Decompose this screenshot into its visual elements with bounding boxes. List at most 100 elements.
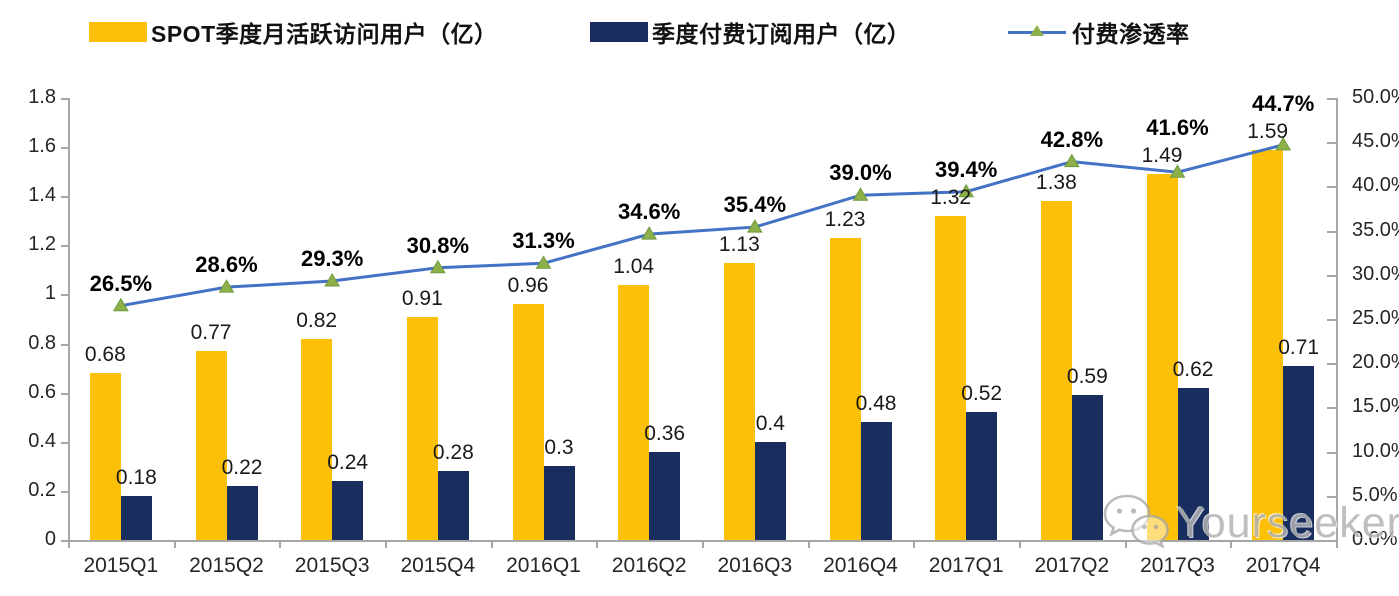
left-axis-tick [61, 490, 68, 493]
bar-subs [332, 481, 364, 540]
bar-mau [301, 338, 333, 540]
right-axis-tick [1327, 142, 1336, 145]
bar-label-subs: 0.62 [1172, 357, 1214, 381]
left-axis-tick [61, 245, 68, 248]
pct-label: 35.4% [723, 192, 787, 218]
y-tick-label-left: 0 [44, 528, 56, 550]
y-tick-label-left: 1 [44, 282, 56, 305]
bar-label-mau: 0.96 [507, 274, 549, 298]
y-tick-label-right: 0.0% [1352, 528, 1398, 550]
bar-label-subs: 0.4 [755, 411, 785, 435]
x-axis-tick [279, 540, 282, 548]
x-axis-tick [1019, 540, 1021, 548]
bar-mau [512, 304, 544, 540]
left-axis-tick [61, 294, 68, 297]
y-tick-label-right: 45.0% [1352, 130, 1399, 153]
bar-label-subs: 0.52 [961, 382, 1003, 406]
x-axis-tick [385, 540, 387, 548]
legend-label-mau: SPOT季度月活跃访问用户（亿） [151, 21, 498, 47]
x-tick-label: 2017Q2 [1034, 554, 1110, 577]
bar-mau [723, 262, 755, 540]
bar-label-mau: 0.82 [296, 308, 338, 332]
bar-mau [618, 284, 650, 540]
left-axis-line [68, 98, 70, 540]
x-axis-tick [1124, 540, 1127, 548]
bar-mau [935, 215, 967, 540]
y-tick-label-left: 1.4 [28, 184, 56, 207]
pct-label: 42.8% [1040, 126, 1104, 152]
x-tick-label: 2016Q1 [506, 554, 581, 577]
right-axis-tick [1327, 407, 1336, 410]
bar-subs [437, 471, 469, 540]
y-tick-label-right: 30.0% [1352, 262, 1399, 285]
right-axis-tick [1327, 98, 1336, 100]
right-axis-tick [1327, 495, 1336, 498]
left-axis-tick [61, 343, 68, 346]
right-axis-tick [1327, 319, 1336, 321]
x-tick-label: 2016Q3 [717, 554, 793, 577]
bar-subs [754, 441, 786, 540]
bar-label-mau: 1.13 [718, 232, 760, 256]
pct-label: 41.6% [1146, 115, 1209, 141]
bar-label-mau: 0.68 [84, 343, 126, 367]
bar-mau [406, 316, 438, 540]
bar-subs [860, 422, 892, 540]
x-axis-tick [596, 540, 599, 548]
pct-label: 44.7% [1251, 90, 1315, 116]
bar-subs [543, 466, 575, 540]
line-marker-icon [746, 219, 763, 233]
left-axis-tick [61, 540, 68, 542]
bar-mau [829, 237, 861, 540]
y-tick-label-right: 20.0% [1352, 351, 1399, 374]
bar-label-mau: 1.59 [1247, 119, 1289, 143]
bar-mau [195, 350, 227, 540]
x-tick-label: 2017Q4 [1245, 554, 1321, 577]
left-axis-tick [61, 392, 68, 395]
bar-label-mau: 1.49 [1141, 144, 1183, 168]
pct-label: 30.8% [406, 232, 470, 258]
penetration-line-path [120, 143, 1284, 308]
bar-subs [649, 451, 681, 540]
y-tick-label-right: 5.0% [1352, 483, 1398, 506]
right-axis-tick [1327, 540, 1336, 542]
pct-label: 31.3% [512, 228, 575, 254]
x-axis-tick [1336, 540, 1338, 548]
legend-label-subs: 季度付费订阅用户（亿） [652, 21, 911, 47]
bar-label-subs: 0.3 [544, 436, 574, 460]
y-tick-label-right: 40.0% [1352, 174, 1399, 197]
bar-subs [966, 412, 998, 540]
bar-label-mau: 0.77 [190, 320, 232, 344]
line-marker-icon [112, 297, 129, 312]
pct-label: 28.6% [195, 252, 258, 278]
x-tick-label: 2016Q4 [823, 554, 898, 577]
y-tick-label-right: 15.0% [1352, 395, 1399, 418]
y-tick-label-left: 0.8 [28, 331, 56, 354]
x-axis-tick [490, 540, 493, 548]
watermark: Yourseeker [1102, 492, 1399, 554]
x-axis-tick [807, 540, 810, 548]
bar-label-mau: 1.23 [824, 207, 866, 231]
y-tick-label-right: 35.0% [1352, 218, 1399, 241]
x-axis-tick [1230, 540, 1233, 548]
line-marker-icon [535, 255, 552, 269]
y-tick-label-left: 1.8 [28, 86, 56, 108]
bar-subs [120, 495, 152, 540]
y-tick-label-left: 0.2 [28, 478, 56, 501]
pct-label: 39.0% [829, 160, 892, 186]
x-tick-label: 2015Q3 [294, 554, 370, 577]
bar-label-mau: 1.04 [613, 254, 655, 278]
x-tick-label: 2015Q2 [189, 554, 264, 577]
subs-swatch-icon [590, 22, 648, 42]
pct-label: 29.3% [300, 245, 364, 271]
bar-label-subs: 0.59 [1066, 365, 1108, 389]
bar-subs [1071, 395, 1103, 540]
y-tick-label-right: 25.0% [1352, 307, 1399, 329]
penetration-line-icon [1008, 22, 1066, 42]
line-marker-icon [1063, 153, 1080, 168]
x-axis-tick [702, 540, 704, 548]
bar-label-mau: 0.91 [401, 286, 443, 310]
bar-label-subs: 0.24 [327, 451, 369, 475]
wechat-icon [1103, 494, 1169, 549]
left-axis-tick [61, 147, 68, 150]
